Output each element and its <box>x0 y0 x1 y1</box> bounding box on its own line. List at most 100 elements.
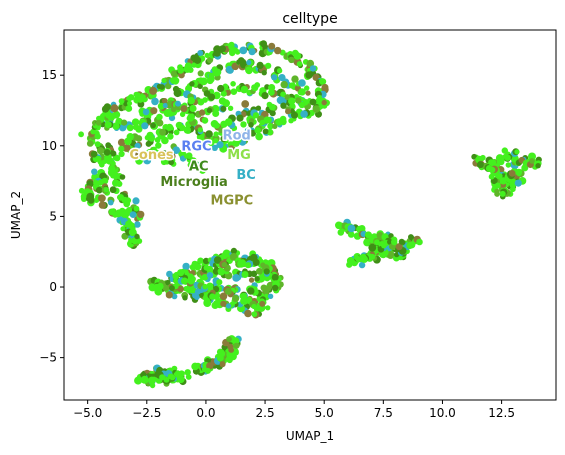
scatter-point <box>374 239 380 246</box>
scatter-point <box>197 257 204 264</box>
scatter-point <box>232 294 240 302</box>
scatter-point <box>132 123 140 131</box>
scatter-point <box>295 97 302 104</box>
scatter-point <box>225 65 233 73</box>
scatter-point <box>173 129 180 136</box>
scatter-point <box>148 376 156 385</box>
scatter-point <box>347 231 355 238</box>
scatter-point <box>117 194 125 201</box>
scatter-point <box>213 122 220 129</box>
scatter-point <box>213 256 222 264</box>
scatter-point <box>216 141 224 149</box>
scatter-point <box>220 120 228 128</box>
scatter-point <box>497 158 505 166</box>
scatter-point <box>288 56 295 64</box>
scatter-point <box>221 262 227 268</box>
scatter-point <box>230 81 236 87</box>
y-tick-label: 10 <box>42 139 57 153</box>
scatter-point <box>162 102 168 109</box>
scatter-point <box>379 251 386 258</box>
scatter-point <box>125 105 133 112</box>
scatter-point <box>184 62 192 70</box>
scatter-point <box>254 276 260 282</box>
scatter-point <box>117 138 126 147</box>
scatter-point <box>87 197 95 204</box>
scatter-point <box>244 127 251 134</box>
scatter-point <box>162 284 170 292</box>
scatter-point <box>261 70 267 76</box>
scatter-point <box>237 259 246 268</box>
scatter-point <box>268 89 275 96</box>
scatter-point <box>98 201 107 209</box>
scatter-point <box>140 94 146 100</box>
scatter-point <box>305 90 311 96</box>
x-tick-label: 12.5 <box>488 406 515 420</box>
scatter-point <box>248 277 255 283</box>
scatter-point <box>104 121 112 129</box>
scatter-point <box>112 179 120 187</box>
scatter-point <box>213 300 221 307</box>
scatter-point <box>504 154 511 161</box>
scatter-point <box>78 187 85 194</box>
scatter-point <box>202 257 210 265</box>
scatter-point <box>219 292 228 301</box>
scatter-point <box>95 155 102 162</box>
scatter-point <box>368 243 377 252</box>
scatter-point <box>346 257 355 265</box>
scatter-point <box>248 48 256 56</box>
scatter-point <box>206 56 214 64</box>
scatter-point <box>230 247 237 254</box>
scatter-point <box>245 262 252 269</box>
scatter-point <box>168 159 175 166</box>
scatter-point <box>118 98 125 104</box>
scatter-point <box>249 129 257 137</box>
x-tick-label: 2.5 <box>256 406 275 420</box>
scatter-point <box>228 347 235 353</box>
scatter-point <box>406 241 414 250</box>
scatter-point <box>204 52 210 59</box>
scatter-point <box>251 270 257 277</box>
scatter-point <box>253 112 260 119</box>
cluster-label-rgc: RGC <box>181 140 211 155</box>
scatter-point <box>321 99 327 106</box>
scatter-point <box>133 91 140 98</box>
scatter-point <box>304 85 310 91</box>
scatter-point <box>118 145 125 152</box>
scatter-point <box>97 147 105 155</box>
scatter-point <box>259 119 266 126</box>
x-axis-label: UMAP_1 <box>286 429 334 443</box>
scatter-point <box>156 119 164 127</box>
scatter-point <box>161 77 167 84</box>
scatter-point <box>142 108 150 116</box>
scatter-point <box>135 151 143 158</box>
scatter-point <box>188 273 194 279</box>
scatter-point <box>95 186 103 194</box>
scatter-point <box>170 76 178 85</box>
scatter-point <box>529 158 535 164</box>
scatter-point <box>255 132 263 141</box>
scatter-point <box>145 140 152 147</box>
scatter-point <box>197 50 204 56</box>
scatter-point <box>509 186 516 193</box>
scatter-point <box>209 293 216 300</box>
scatter-point <box>245 66 253 75</box>
scatter-point <box>312 105 320 113</box>
scatter-point <box>228 145 235 151</box>
scatter-point <box>241 100 250 108</box>
scatter-point <box>250 253 258 262</box>
scatter-point <box>408 234 414 240</box>
plot-frame <box>63 29 557 401</box>
scatter-point <box>125 207 133 214</box>
scatter-point <box>182 262 190 271</box>
x-tick-label: 10.0 <box>429 406 456 420</box>
scatter-point <box>217 355 224 362</box>
cluster-label-ac: AC <box>189 160 209 175</box>
scatter-point <box>265 285 272 292</box>
scatter-point <box>98 194 106 203</box>
scatter-point <box>514 179 522 187</box>
scatter-point <box>280 80 288 89</box>
scatter-point <box>199 167 206 174</box>
scatter-point <box>255 105 262 111</box>
scatter-point <box>514 149 520 155</box>
scatter-point <box>129 211 137 219</box>
